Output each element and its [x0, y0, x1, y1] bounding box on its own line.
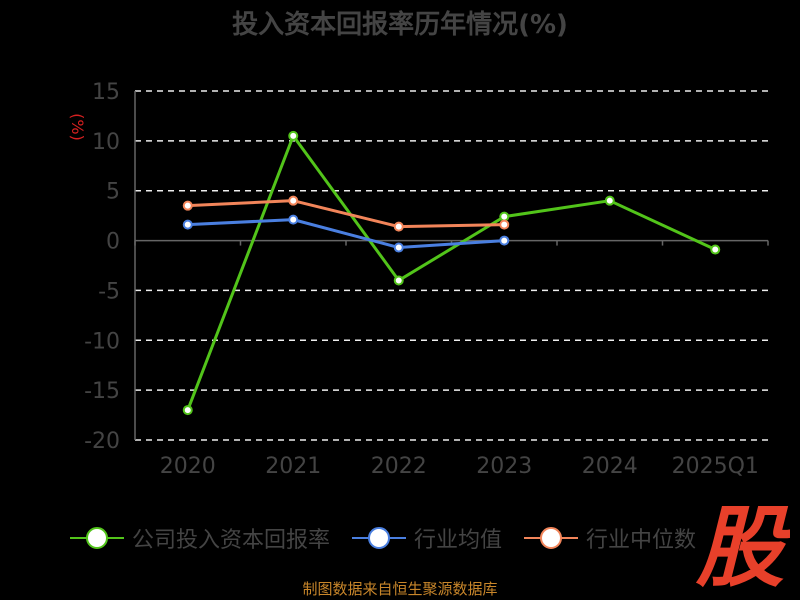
legend-marker-icon: [524, 525, 579, 551]
series-layer: [182, 130, 721, 416]
series-line: [187, 199, 505, 229]
brand-logo: 股: [695, 500, 790, 590]
series-line: [186, 134, 716, 411]
y-tick-label: -10: [84, 329, 120, 354]
y-tick-label: -5: [98, 279, 120, 304]
legend-marker-icon: [70, 525, 124, 551]
data-point: [393, 275, 404, 286]
legend-item[interactable]: 行业均值: [352, 522, 502, 554]
x-tick-label: 2025Q1: [672, 454, 759, 479]
y-tick-label: 15: [92, 80, 120, 105]
legend-label: 公司投入资本回报率: [132, 528, 331, 553]
x-tick-label: 2023: [476, 454, 532, 479]
data-point: [393, 221, 404, 232]
legend-marker-icon: [352, 525, 407, 551]
series-0: [182, 130, 721, 416]
data-point: [604, 195, 615, 206]
data-point: [182, 200, 193, 211]
data-point: [288, 195, 299, 206]
y-tick-label: 0: [106, 230, 120, 255]
series-1: [182, 214, 510, 253]
legend-item[interactable]: 行业中位数: [524, 522, 696, 554]
y-tick-label: 10: [92, 130, 120, 155]
gridlines: [135, 90, 768, 441]
y-axis-label: (%): [68, 113, 87, 141]
data-point: [288, 214, 299, 225]
legend: 公司投入资本回报率 行业均值 行业中位数: [70, 518, 718, 558]
data-point: [499, 219, 510, 230]
series-2: [182, 195, 510, 232]
data-point: [499, 235, 510, 246]
data-point: [182, 405, 193, 416]
legend-label: 行业中位数: [586, 528, 697, 553]
y-tick-label: 5: [106, 180, 120, 205]
data-point: [710, 244, 721, 255]
axes: 15 10 5 0 -5 -10 -15 -20 2020 2021 2022 2023 2024 202…: [84, 80, 769, 479]
x-tick-label: 2022: [371, 454, 427, 479]
chart-title: 投入资本回报率历年情况(%): [232, 9, 568, 40]
data-point: [288, 130, 299, 141]
data-point: [393, 242, 404, 253]
x-tick-label: 2024: [582, 454, 638, 479]
x-tick-label: 2020: [160, 454, 216, 479]
data-point: [182, 219, 193, 230]
y-tick-label: -20: [84, 429, 120, 454]
brand-glyph: 股: [695, 500, 790, 590]
series-line: [187, 218, 505, 250]
x-tick-label: 2021: [265, 454, 321, 479]
legend-item[interactable]: 公司投入资本回报率: [70, 522, 330, 554]
legend-label: 行业均值: [414, 528, 503, 553]
source-footer: 制图数据来自恒生聚源数据库: [302, 580, 498, 598]
data-point: [499, 211, 510, 222]
y-tick-label: -15: [84, 379, 120, 404]
